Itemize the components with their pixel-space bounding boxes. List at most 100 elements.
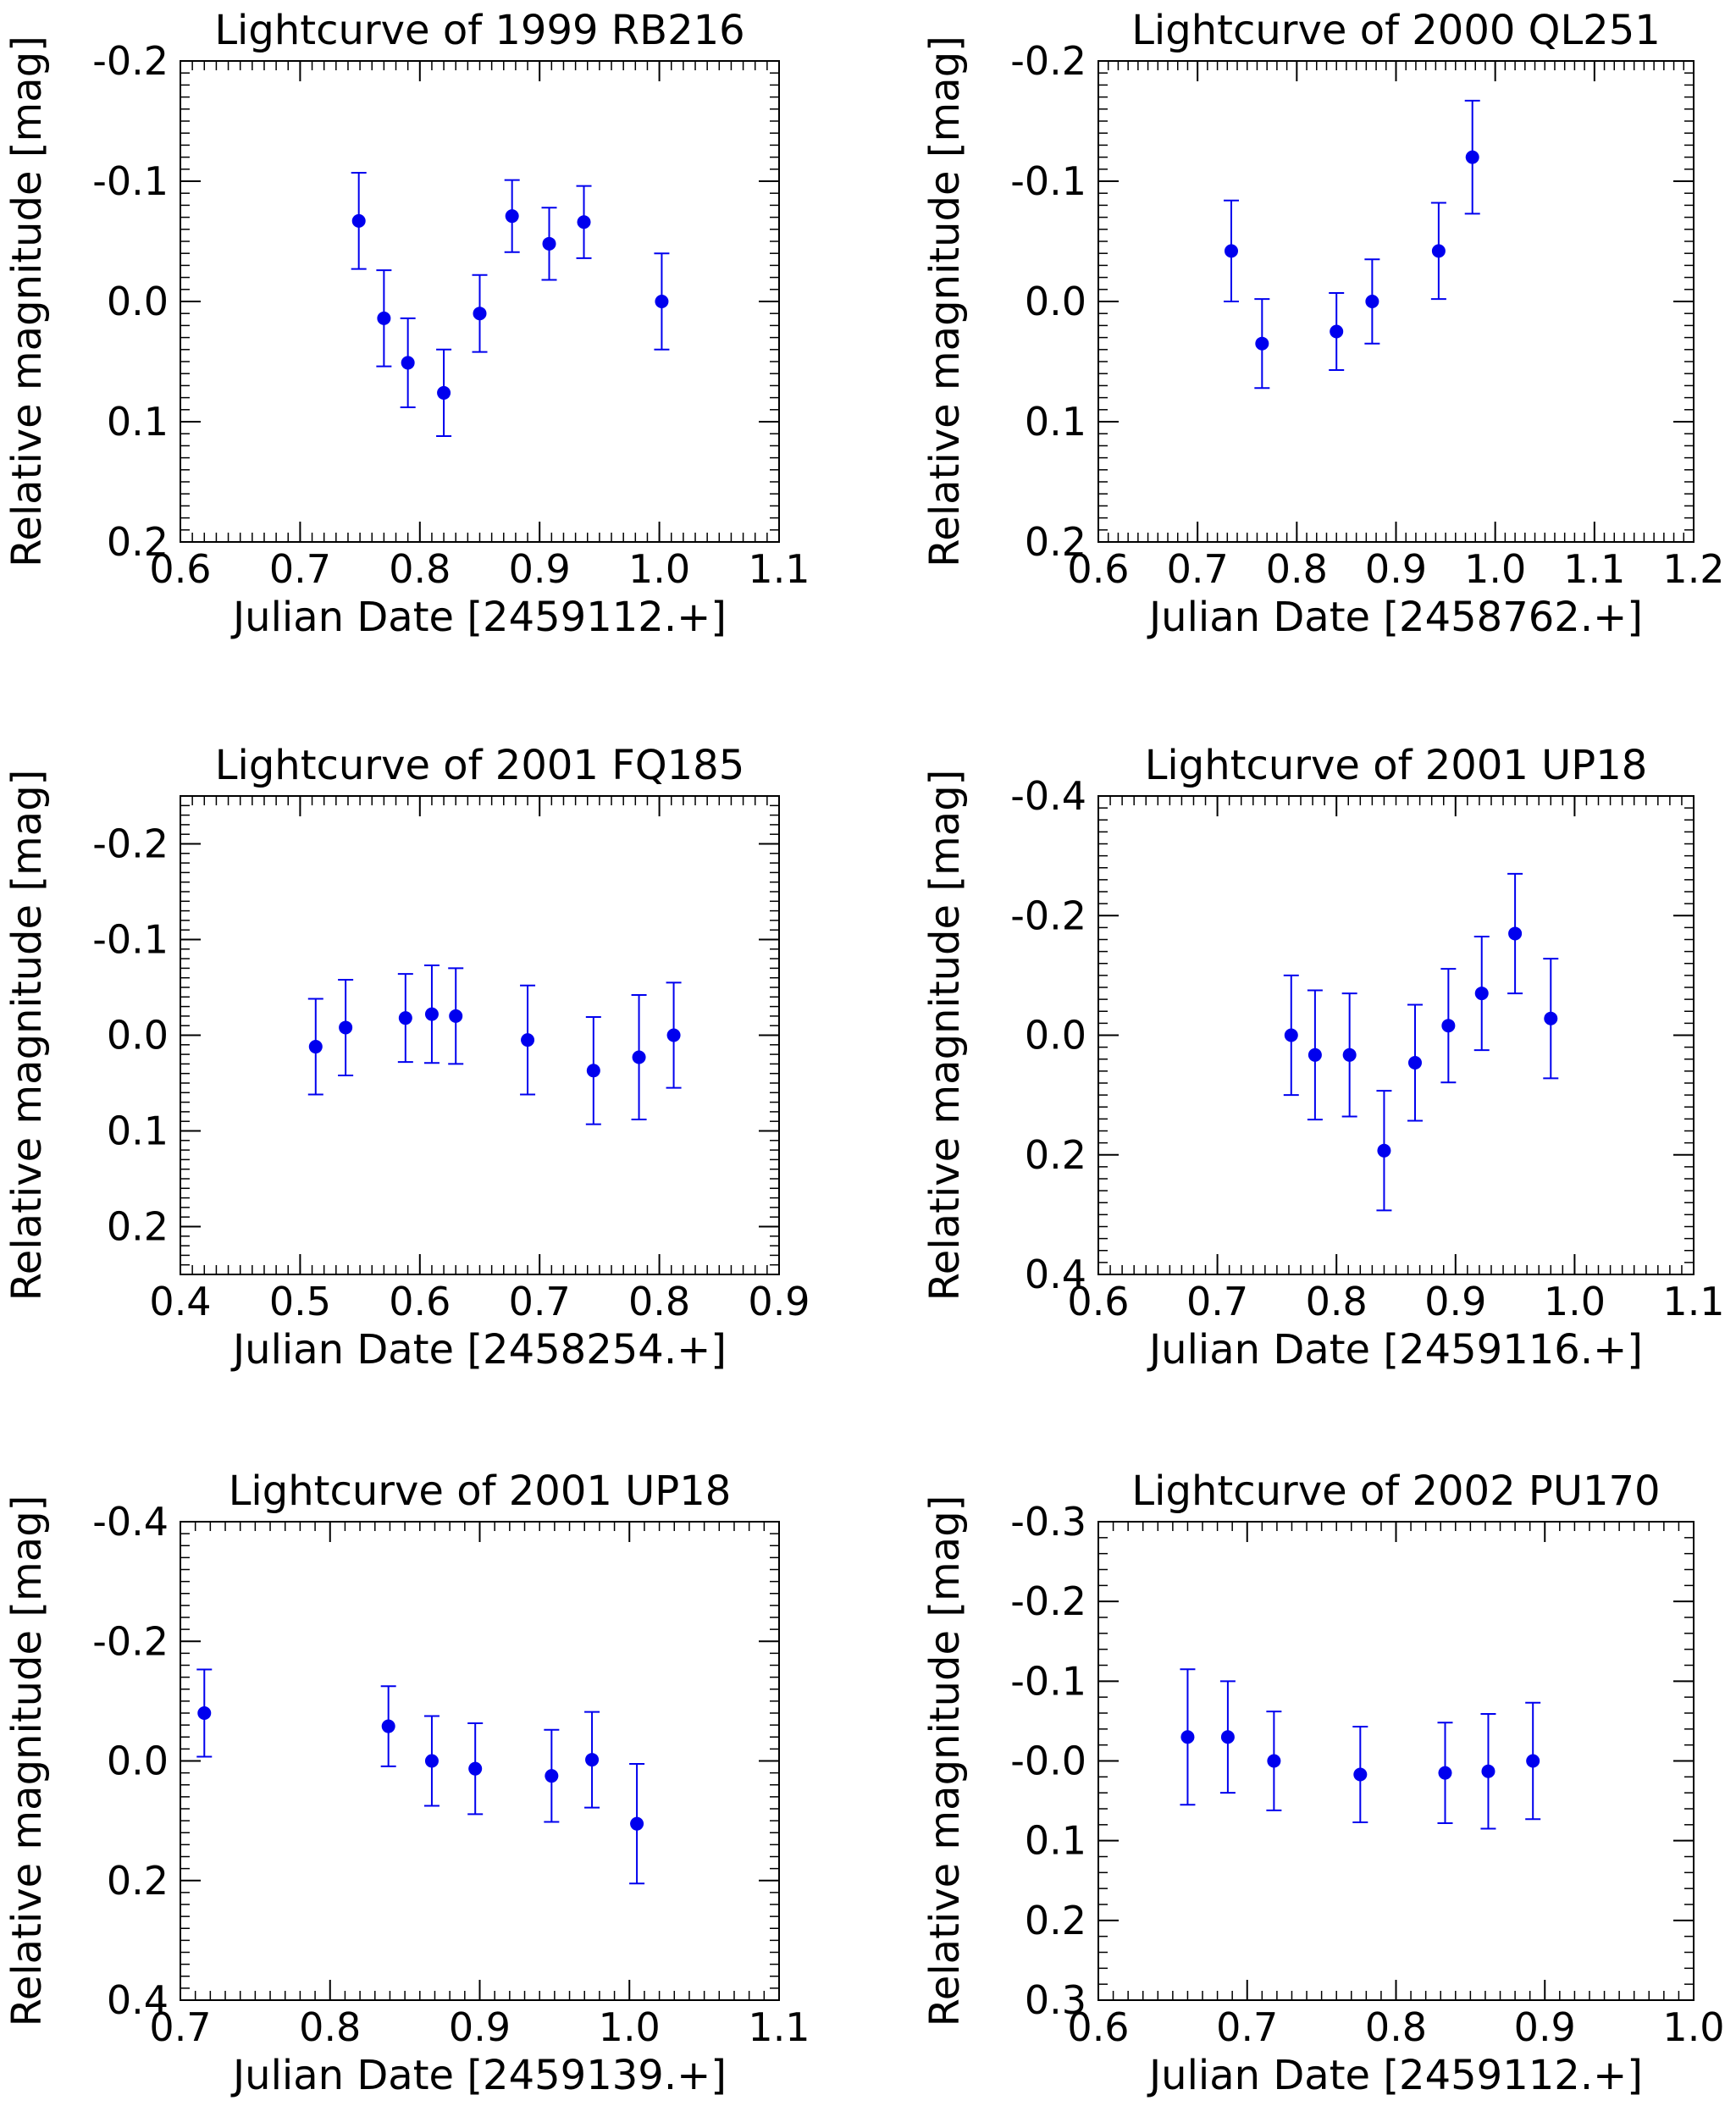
data-point: [1284, 1028, 1298, 1042]
x-tick-label: 0.7: [509, 1279, 571, 1324]
chart-title: Lightcurve of 2001 UP18: [1145, 742, 1648, 789]
y-axis-label: Relative magnitude [mag]: [921, 36, 969, 567]
chart-panel-5: 0.7 0.8 0.9 1.0 1.1 -0.4 -0.2 0.0 0.2 0.4 Lightcur…: [3, 1468, 810, 2099]
minor-ticks: [180, 1522, 779, 2000]
x-tick-label: 0.7: [149, 2004, 211, 2050]
data-point: [577, 215, 591, 229]
x-tick-label: 1.0: [1464, 546, 1526, 592]
data-point: [473, 307, 487, 321]
y-tick-label: 0.0: [107, 1738, 169, 1784]
x-tick-label: 1.1: [748, 2004, 810, 2050]
data-series: [196, 1668, 645, 1885]
data-point: [468, 1761, 483, 1776]
data-point: [449, 1009, 463, 1023]
x-tick-label: 1.1: [1662, 1279, 1724, 1324]
x-tick-label: 0.8: [1365, 2004, 1427, 2050]
x-tick-label: 0.8: [299, 2004, 361, 2050]
data-point: [1481, 1764, 1496, 1778]
data-point: [630, 1816, 644, 1831]
data-point: [1267, 1754, 1281, 1768]
y-tick-label: 0.0: [107, 1013, 169, 1059]
chart-title: Lightcurve of 2002 PU170: [1131, 1468, 1660, 1515]
data-point: [666, 1028, 681, 1042]
major-ticks: [1097, 795, 1695, 1275]
x-tick-label: 0.6: [1067, 1279, 1129, 1324]
chart-title: Lightcurve of 2000 QL251: [1131, 7, 1661, 54]
data-point: [381, 1719, 395, 1733]
x-tick-label: 1.0: [628, 546, 690, 592]
chart-panel-2: 0.6 0.7 0.8 0.9 1.0 1.1 1.2 -0.2 -0.1 0.0 0.1 0.2 Li…: [921, 7, 1725, 641]
plot-frame: [180, 1521, 780, 2001]
y-tick-label: 0.0: [1025, 279, 1086, 324]
data-point: [1526, 1754, 1540, 1768]
plot-frame: [1097, 795, 1695, 1275]
y-tick-label: 0.4: [107, 1977, 169, 2023]
y-tick-label: 0.2: [107, 1204, 169, 1250]
x-axis-label: Julian Date [2459116.+]: [1147, 1326, 1643, 1374]
y-tick-label: 0.4: [1025, 1252, 1086, 1297]
major-ticks: [1097, 60, 1695, 543]
y-tick-label: -0.1: [92, 158, 169, 204]
data-point: [398, 1011, 412, 1025]
data-point: [1365, 295, 1379, 308]
data-point: [1508, 926, 1523, 941]
x-tick-label: 0.7: [1167, 546, 1229, 592]
data-point: [424, 1754, 439, 1768]
x-tick-label: 0.9: [509, 546, 571, 592]
x-axis-label: Julian Date [2458254.+]: [230, 1326, 727, 1374]
y-tick-label: 0.0: [1025, 1013, 1086, 1059]
data-point: [542, 236, 556, 251]
y-tick-label: -0.4: [1010, 773, 1086, 819]
data-point: [1225, 244, 1239, 258]
plot-frame: [1097, 60, 1695, 543]
chart-panel-1: 0.6 0.7 0.8 0.9 1.0 1.1 -0.2 -0.1 0.0 0.1 0.2 Light…: [3, 7, 810, 641]
data-point: [339, 1020, 353, 1035]
data-point: [351, 213, 366, 228]
x-tick-label: 0.4: [149, 1279, 211, 1324]
data-point: [1353, 1767, 1368, 1782]
y-tick-label: -0.0: [1010, 1738, 1086, 1784]
data-point: [1308, 1047, 1322, 1062]
x-tick-label: 0.5: [269, 1279, 331, 1324]
y-tick-label: 0.2: [1025, 519, 1086, 565]
y-tick-label: -0.2: [92, 821, 169, 867]
x-tick-label: 0.9: [1365, 546, 1427, 592]
y-tick-label: -0.2: [1010, 38, 1086, 84]
y-axis-label: Relative magnitude [mag]: [921, 1495, 969, 2027]
y-tick-label: -0.2: [1010, 1578, 1086, 1624]
x-tick-label: 0.9: [1514, 2004, 1576, 2050]
data-series: [1283, 872, 1559, 1212]
y-tick-label: -0.2: [1010, 893, 1086, 938]
x-tick-label: 0.8: [389, 546, 451, 592]
x-tick-label: 0.6: [1067, 2004, 1129, 2050]
y-tick-label: -0.2: [92, 38, 169, 84]
data-point: [655, 295, 669, 308]
x-tick-label: 0.7: [269, 546, 331, 592]
x-tick-label: 0.7: [1216, 2004, 1278, 2050]
y-tick-label: -0.2: [92, 1618, 169, 1664]
data-series: [1180, 1668, 1541, 1830]
data-series: [1224, 99, 1480, 390]
data-point: [197, 1706, 212, 1720]
x-tick-label: 1.1: [1563, 546, 1625, 592]
y-tick-label: 0.1: [1025, 1818, 1086, 1864]
y-tick-label: 0.2: [107, 1858, 169, 1904]
data-point: [437, 385, 451, 400]
data-point: [545, 1769, 559, 1783]
major-ticks: [180, 1521, 780, 2001]
data-point: [1377, 1143, 1391, 1158]
data-point: [308, 1040, 323, 1054]
x-tick-label: 0.8: [628, 1279, 690, 1324]
data-point: [1407, 1055, 1422, 1070]
y-axis-label: Relative magnitude [mag]: [3, 36, 51, 567]
data-point: [401, 356, 415, 370]
minor-ticks: [180, 796, 779, 1274]
data-point: [632, 1050, 646, 1064]
data-point: [1474, 987, 1489, 1001]
y-tick-label: 0.0: [107, 279, 169, 324]
chart-panel-4: 0.6 0.7 0.8 0.9 1.0 1.1 -0.4 -0.2 0.0 0.2 0.4 Light…: [921, 742, 1725, 1374]
y-axis-label: Relative magnitude [mag]: [3, 1495, 51, 2027]
y-tick-label: 0.3: [1025, 1977, 1086, 2023]
chart-panel-3: 0.4 0.5 0.6 0.7 0.8 0.9 -0.2 -0.1 0.0 0.1 0.2 Light…: [3, 742, 810, 1374]
